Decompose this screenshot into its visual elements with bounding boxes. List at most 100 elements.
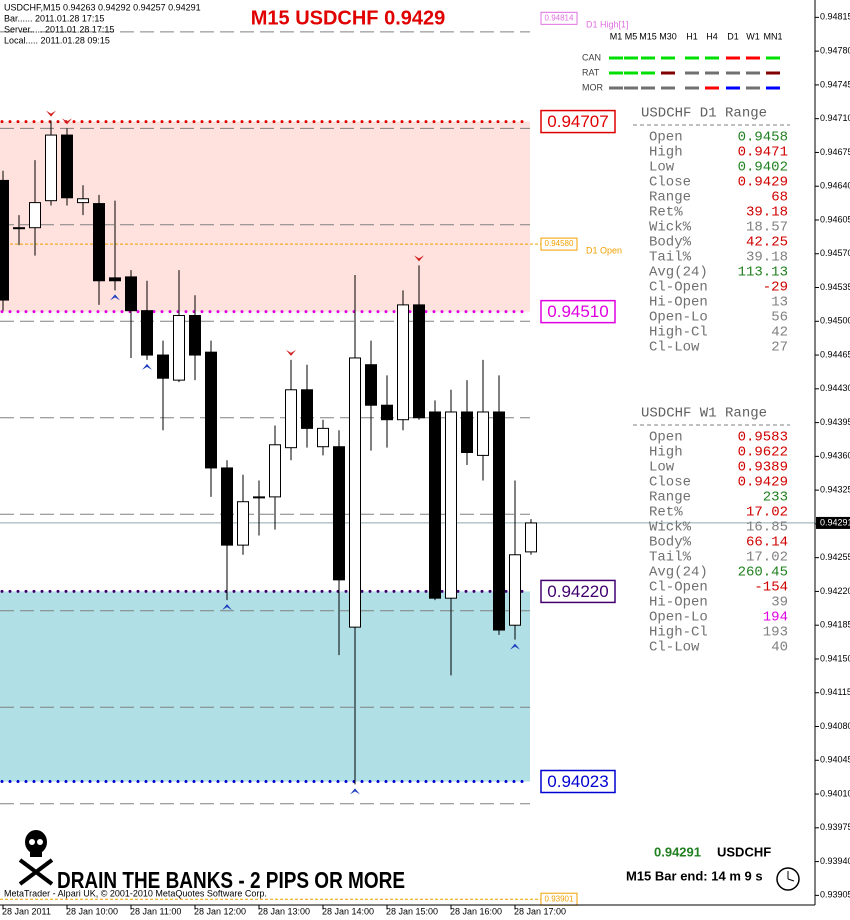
chart-title: M15 USDCHF 0.9429 [251,7,446,29]
table-title: USDCHF W1 Range [641,406,767,422]
timeframe-label: H1 [686,31,698,41]
signal-dash [685,86,699,90]
signal-dash [746,56,760,60]
zone-label: 0.94023 [547,772,608,791]
fractal-high-arrow [62,118,72,125]
copyright: MetaTrader - Alpari UK, © 2001-2010 Meta… [4,888,267,898]
table-row-label: Open-Lo [649,310,708,326]
table-row-label: High-Cl [649,625,708,641]
y-tick-label: 0.94745 [820,79,850,89]
y-tick-label: 0.94570 [820,248,850,258]
table-row-value: 0.9429 [738,175,788,191]
signal-dash [705,56,719,60]
table-row-value: 13 [771,295,788,311]
marker-name: D1 High[1] [586,20,629,30]
candle-body [205,351,217,469]
fractal-low-arrow [350,788,360,795]
fractal-low-arrow [510,643,520,650]
table-row-label: Ret% [649,205,683,221]
table-row-label: Close [649,475,691,491]
background-layer [0,31,815,900]
zone-label: 0.94220 [547,582,608,601]
table-row-value: 194 [763,610,788,626]
signal-dash [641,71,655,75]
timeframe-label: M30 [659,31,677,41]
table-row-value: 0.9622 [738,445,788,461]
y-tick-label: 0.94710 [820,113,850,123]
y-tick-label: 0.94500 [820,316,850,326]
table-row-label: Open [649,430,683,446]
zone-label-box [540,579,616,604]
y-tick-label: 0.93975 [820,822,850,832]
table-row-label: Low [649,460,675,476]
table-row-label: Cl-Low [649,340,700,356]
table-row-value: 0.9583 [738,430,788,446]
marker-box [540,237,578,251]
signal-dash [641,86,655,90]
y-tick-label: 0.93905 [820,890,850,900]
candle-body [317,427,329,448]
skull-icon [18,830,54,886]
y-tick-label: 0.94115 [820,687,850,697]
candle-body [509,554,521,626]
timeframe-label: M15 [639,31,657,41]
signal-dash [746,71,760,75]
candle-body [29,202,41,229]
table-row-value: 18.57 [746,220,788,236]
table-row-label: Close [649,175,691,191]
signal-dash [726,56,740,60]
candle-body [445,411,457,599]
table-row-label: Avg(24) [649,565,708,581]
signal-dash [726,71,740,75]
timeframe-label: H4 [706,31,718,41]
table-row-label: Ret% [649,505,683,521]
table-row-label: Tail% [649,550,692,566]
candle-body [493,411,505,631]
zone-label: 0.94707 [547,112,608,131]
table-row-label: Range [649,490,691,506]
signal-dash [766,56,780,60]
x-tick-label: 28 Jan 2011 [2,906,51,916]
x-tick-label: 28 Jan 15:00 [386,906,438,916]
timeframe-label: D1 [727,31,739,41]
table-row-value: 0.9429 [738,475,788,491]
info-line: Server..... 2011.01.28 17:15 [4,24,114,34]
signal-dash [766,71,780,75]
zone-label-box [540,109,616,134]
candle-body [461,411,473,453]
y-tick-label: 0.94535 [820,282,850,292]
table-row-value: 56 [771,310,788,326]
table-row-label: Low [649,160,675,176]
timeframe-label: W1 [746,31,760,41]
table-row-label: Body% [649,235,692,251]
candle-body [269,444,281,498]
y-tick-label: 0.94605 [820,214,850,224]
table-row-label: Range [649,190,691,206]
table-row-value: 193 [763,625,788,641]
signal-dash [609,56,623,60]
table-row-value: 233 [763,490,788,506]
table-row-label: Hi-Open [649,595,708,611]
signal-dash [624,86,638,90]
y-tick-label: 0.94185 [820,620,850,630]
candle-body [0,179,9,301]
table-row-value: 17.02 [746,505,788,521]
timeframe-label: M1 [610,31,623,41]
marker-label: 0.94580 [545,239,574,248]
table-row-value: 66.14 [746,535,788,551]
table-row-value: 42.25 [746,235,788,251]
signal-row-label: RAT [582,67,600,77]
y-tick-label: 0.94430 [820,383,850,393]
table-row-label: High [649,445,683,461]
y-tick-label: 0.94325 [820,485,850,495]
table-row-value: 17.02 [746,550,788,566]
y-tick-label: 0.94010 [820,788,850,798]
signal-dash [609,86,623,90]
x-tick-label: 28 Jan 10:00 [66,906,118,916]
footer-price: 0.94291 [654,844,701,859]
candle-body [237,501,249,546]
signal-dash [624,71,638,75]
table-row-label: Avg(24) [649,265,708,281]
table-row-value: 40 [771,640,788,656]
y-tick-label: 0.94465 [820,349,850,359]
